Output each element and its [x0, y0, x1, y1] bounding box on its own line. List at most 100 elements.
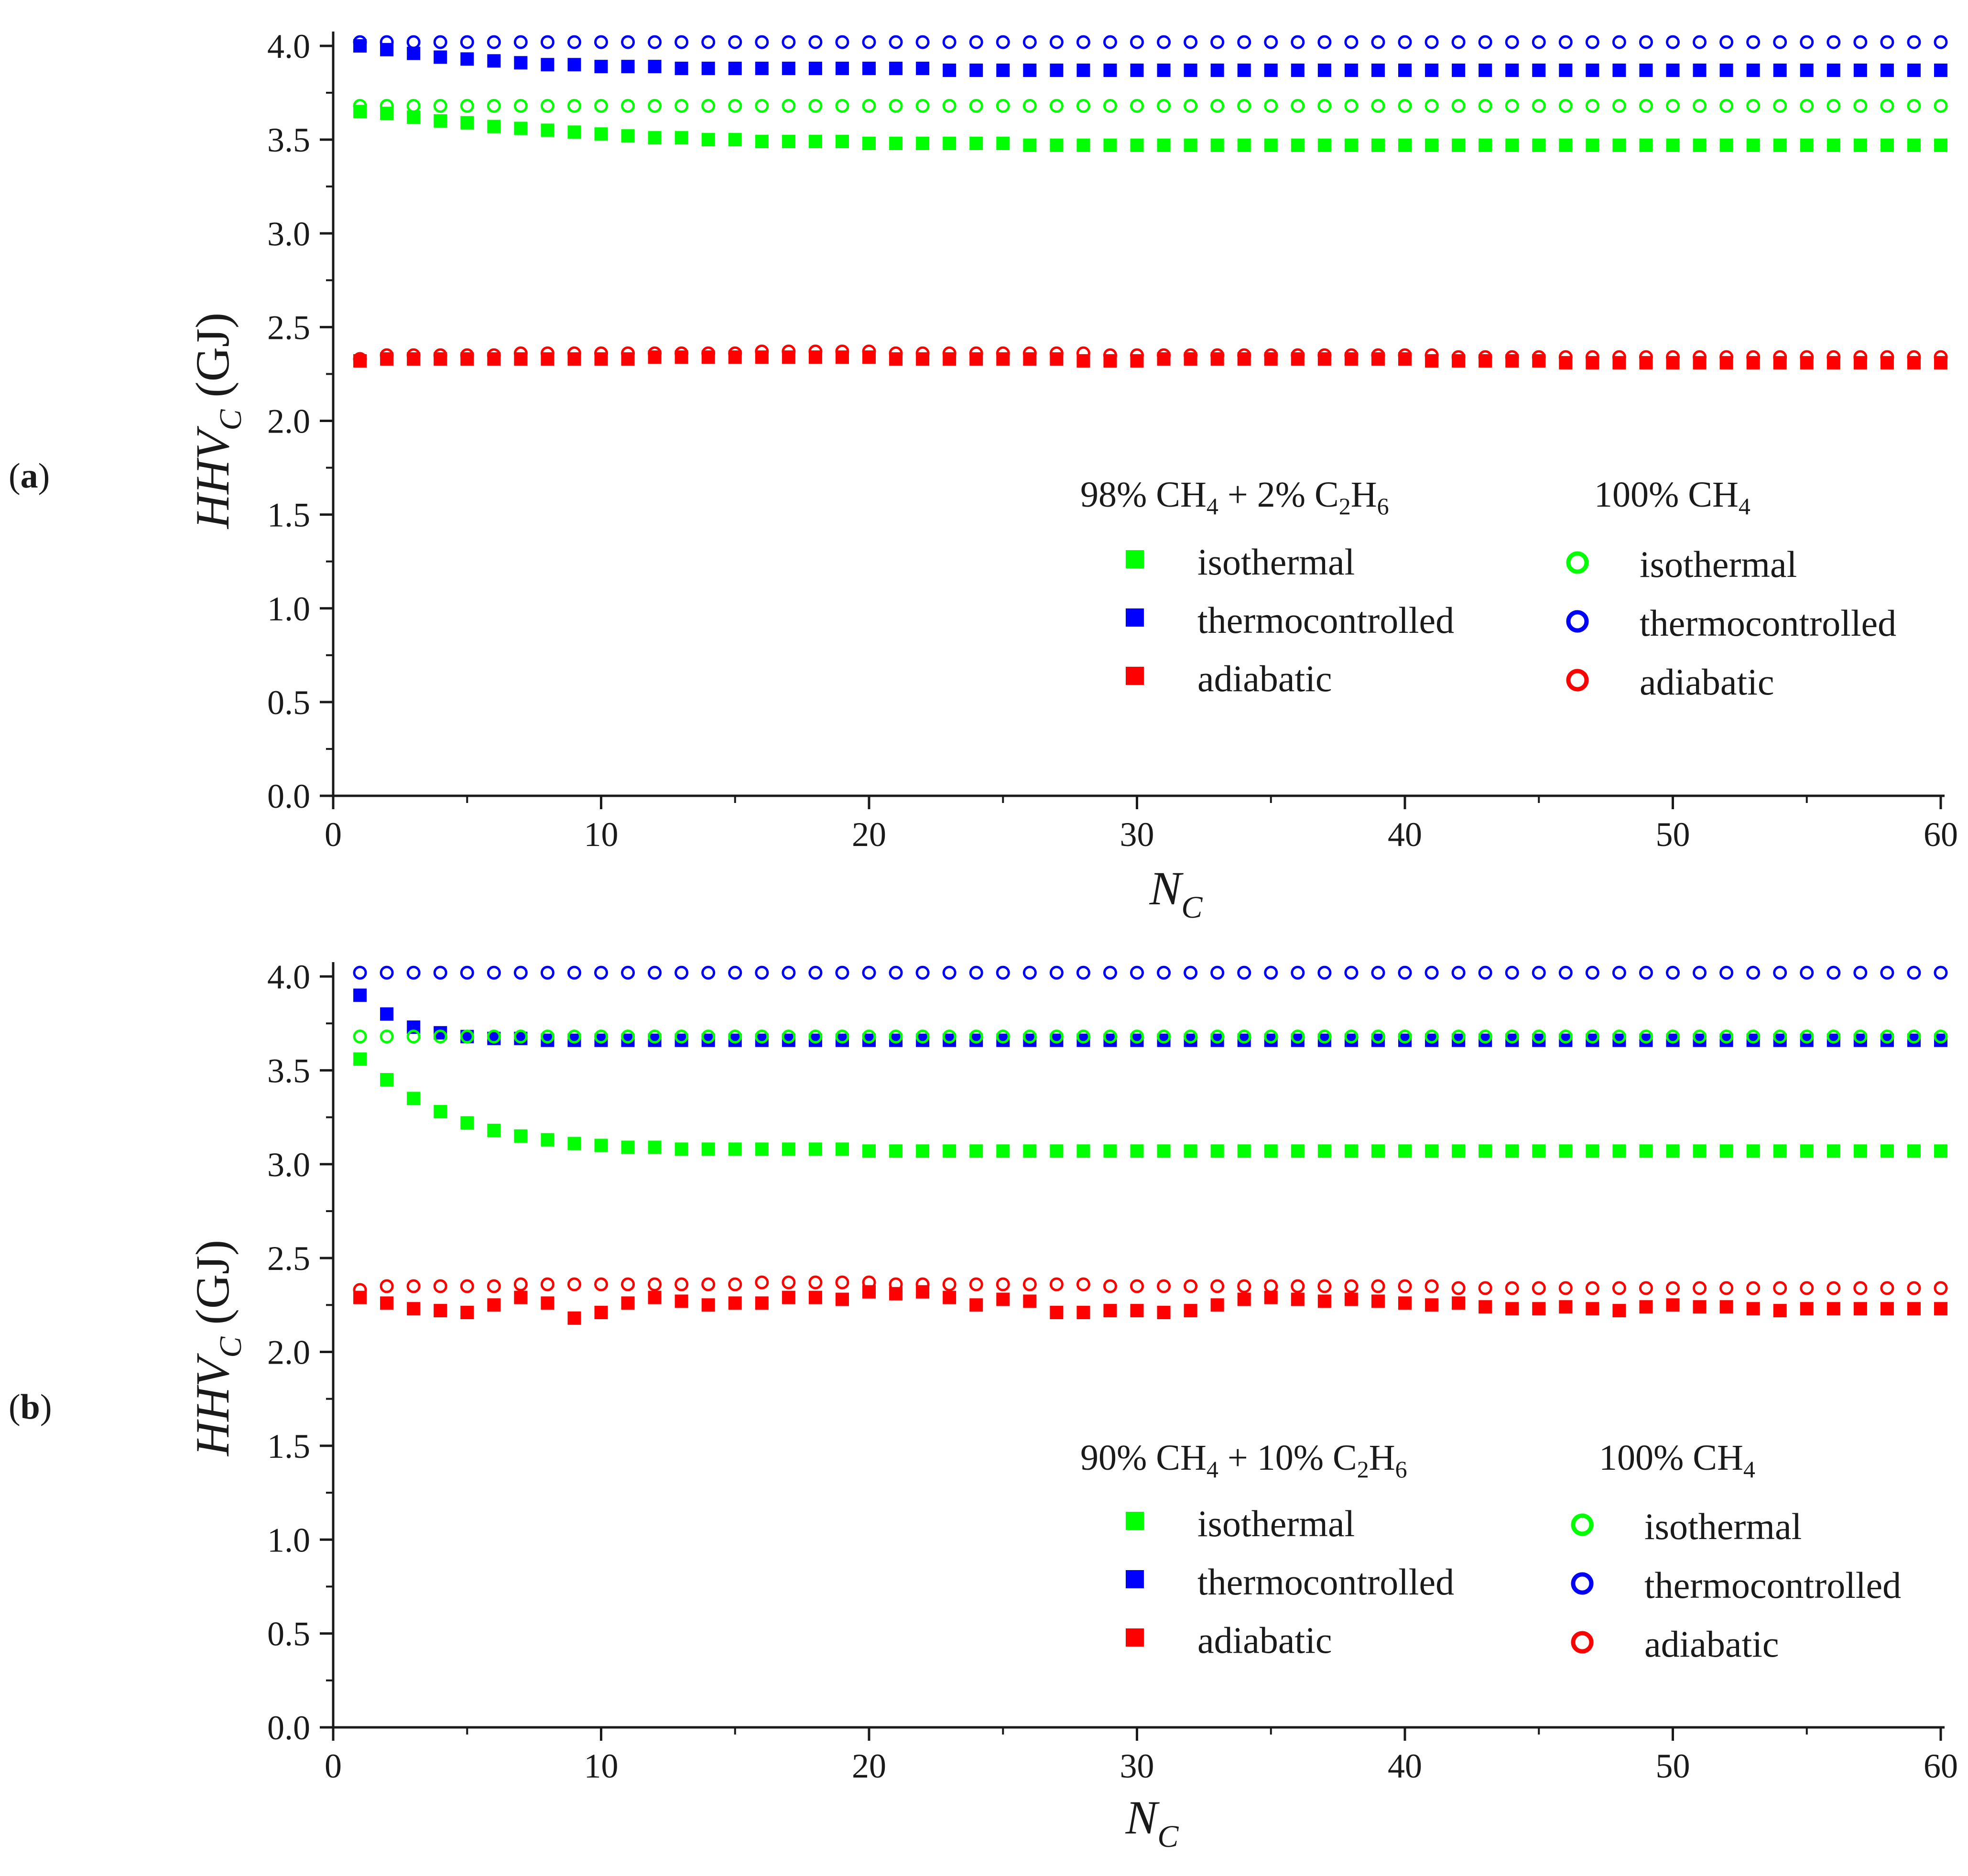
data-point-square: [996, 63, 1010, 77]
data-point-circle: [1184, 35, 1198, 49]
data-point-square: [701, 133, 715, 147]
data-point-circle: [513, 35, 528, 49]
data-point-circle: [862, 1275, 876, 1290]
legend-marker-adiabatic-mixture-a: [1126, 667, 1144, 685]
data-point-circle: [1049, 346, 1064, 360]
data-point-circle: [1773, 99, 1787, 113]
data-point-circle: [1451, 965, 1466, 980]
data-point-square: [1827, 138, 1840, 152]
legend-label-isothermal-pure-b: isothermal: [1644, 1506, 1802, 1547]
x-tick-label: 0: [325, 1747, 342, 1785]
panel-label-b: (b): [9, 1388, 52, 1427]
data-point-circle: [701, 99, 716, 113]
data-point-circle: [674, 35, 689, 49]
data-point-circle: [1880, 1281, 1894, 1295]
data-point-circle: [1424, 99, 1439, 113]
data-point-circle: [674, 1030, 689, 1044]
data-point-square: [782, 1142, 795, 1156]
data-point-square: [1050, 138, 1064, 152]
legend-marker-isothermal-pure-b: [1571, 1513, 1594, 1536]
data-point-circle: [1157, 35, 1171, 49]
data-point-circle: [1130, 99, 1144, 113]
data-point-circle: [889, 1030, 903, 1044]
data-point-circle: [1532, 350, 1546, 364]
data-point-square: [380, 1007, 394, 1021]
data-point-square: [916, 62, 930, 76]
data-point-square: [1934, 138, 1947, 152]
data-point-circle: [1693, 1281, 1707, 1295]
data-point-square: [1532, 138, 1546, 152]
data-point-circle: [915, 965, 930, 980]
data-point-circle: [1880, 35, 1894, 49]
data-point-square: [1800, 63, 1814, 77]
data-point-circle: [487, 99, 501, 113]
data-point-square: [1103, 1144, 1117, 1158]
data-point-square: [407, 1092, 421, 1106]
data-point-circle: [1505, 1030, 1519, 1044]
data-point-square: [1800, 1144, 1814, 1158]
data-point-square: [1639, 1144, 1653, 1158]
data-point-circle: [1827, 35, 1841, 49]
data-point-square: [755, 1142, 769, 1156]
legend-label-thermocontrolled-pure-a: thermocontrolled: [1640, 602, 1896, 644]
data-point-square: [1719, 138, 1733, 152]
legend-label-adiabatic-mixture-a: adiabatic: [1197, 658, 1332, 699]
data-point-circle: [1157, 1030, 1171, 1044]
data-point-square: [353, 1052, 367, 1066]
data-point-circle: [674, 99, 689, 113]
data-point-circle: [1398, 99, 1412, 113]
data-point-circle: [996, 1030, 1010, 1044]
data-point-circle: [1451, 350, 1466, 364]
data-point-circle: [1853, 35, 1868, 49]
data-point-square: [1666, 1298, 1680, 1312]
data-point-circle: [915, 35, 930, 49]
data-point-square: [460, 116, 474, 130]
data-point-square: [1291, 1292, 1305, 1306]
data-point-square: [943, 136, 957, 150]
data-point-circle: [406, 1279, 421, 1293]
data-point-circle: [1585, 1030, 1599, 1044]
data-point-square: [1586, 138, 1599, 152]
x-tick-label: 20: [852, 815, 886, 854]
data-point-circle: [808, 99, 823, 113]
data-point-square: [969, 63, 983, 77]
data-point-circle: [1344, 348, 1359, 362]
data-point-square: [514, 121, 528, 135]
data-point-square: [755, 62, 769, 76]
data-point-circle: [1773, 1030, 1787, 1044]
data-point-circle: [1478, 99, 1492, 113]
data-point-square: [1853, 1302, 1867, 1316]
data-point-circle: [728, 99, 742, 113]
data-point-square: [1719, 1144, 1733, 1158]
data-point-circle: [1773, 965, 1787, 980]
data-point-square: [1452, 138, 1466, 152]
data-point-circle: [1558, 350, 1573, 364]
data-point-circle: [1639, 965, 1653, 980]
data-point-square: [701, 62, 715, 76]
data-point-square: [728, 1296, 742, 1310]
data-point-square: [889, 136, 903, 150]
data-point-circle: [1049, 965, 1064, 980]
data-point-circle: [540, 1030, 555, 1044]
data-point-circle: [1693, 965, 1707, 980]
data-point-circle: [701, 1277, 716, 1291]
data-point-circle: [433, 348, 447, 362]
data-point-circle: [513, 1030, 528, 1044]
data-point-circle: [1317, 348, 1332, 362]
data-point-square: [943, 63, 957, 77]
data-point-circle: [755, 99, 769, 113]
data-point-circle: [1049, 99, 1064, 113]
data-point-square: [1023, 63, 1037, 77]
data-point-circle: [1317, 35, 1332, 49]
data-point-square: [1184, 63, 1197, 77]
data-point-circle: [353, 99, 367, 113]
data-point-circle: [1719, 350, 1734, 364]
data-point-circle: [406, 99, 421, 113]
data-point-square: [1853, 1144, 1867, 1158]
data-point-square: [1479, 1144, 1492, 1158]
data-point-circle: [621, 346, 635, 360]
data-point-circle: [674, 346, 689, 360]
data-point-circle: [1505, 35, 1519, 49]
data-point-circle: [1719, 35, 1734, 49]
data-point-square: [1371, 1294, 1385, 1308]
